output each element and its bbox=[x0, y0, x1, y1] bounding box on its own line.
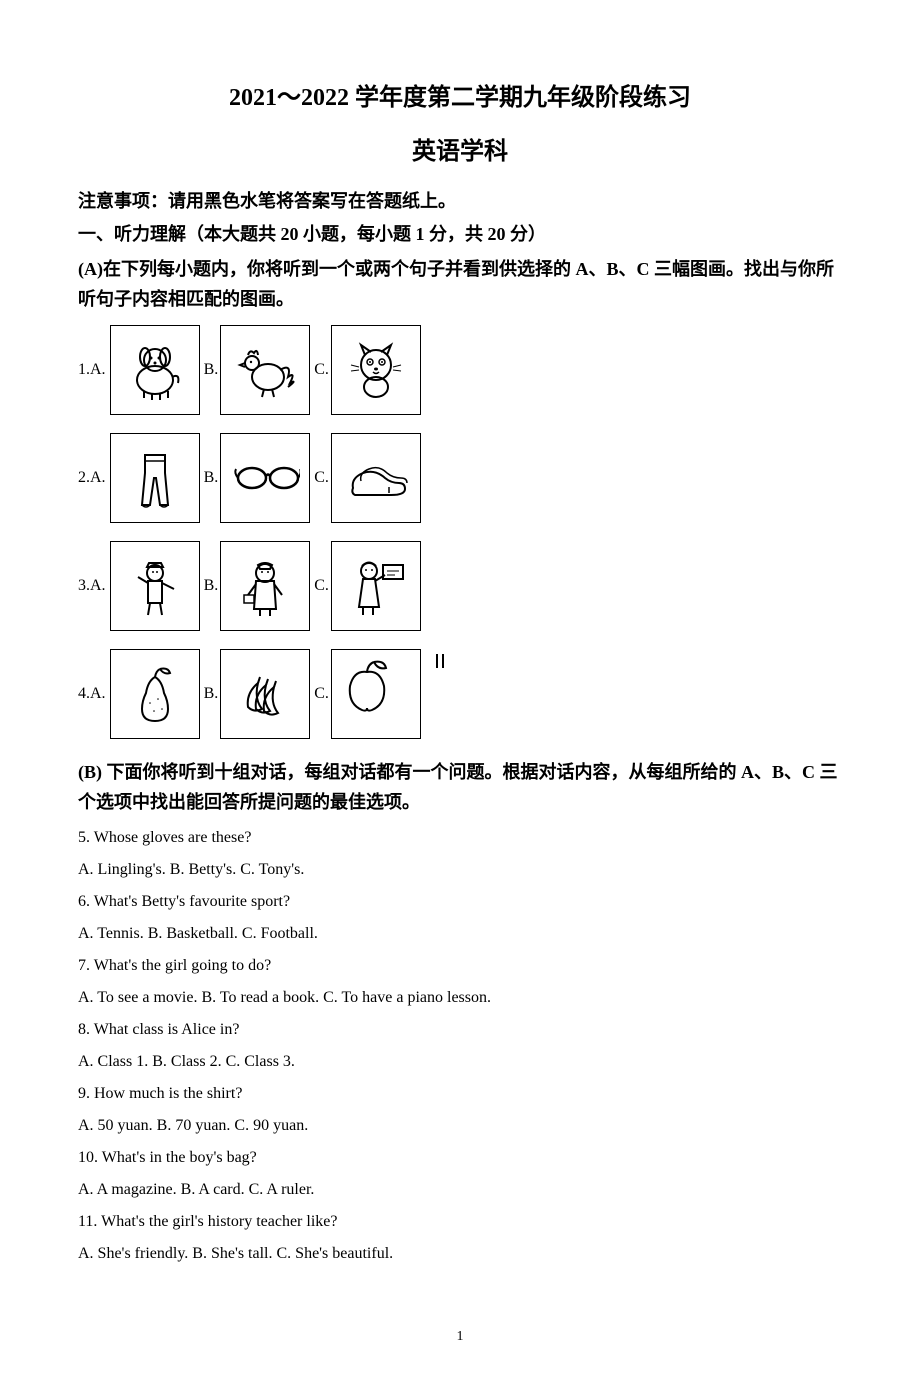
image-question-row: 2.A. B. C. bbox=[78, 433, 842, 523]
image-question-row: 4.A. B. C. bbox=[78, 649, 842, 739]
question-text: 5. Whose gloves are these? bbox=[78, 826, 842, 850]
answer-options: A. A magazine. B. A card. C. A ruler. bbox=[78, 1178, 842, 1202]
question-number: 1.A. bbox=[78, 358, 106, 382]
part-b-heading: (B) 下面你将听到十组对话，每组对话都有一个问题。根据对话内容，从每组所给的 … bbox=[78, 757, 842, 818]
option-label: B. bbox=[204, 358, 219, 382]
answer-options: A. She's friendly. B. She's tall. C. She… bbox=[78, 1242, 842, 1266]
option-label: B. bbox=[204, 682, 219, 706]
rooster-icon bbox=[220, 325, 310, 415]
glasses-icon bbox=[220, 433, 310, 523]
option-label: C. bbox=[314, 358, 329, 382]
option-label: C. bbox=[314, 466, 329, 490]
teacher-icon bbox=[331, 541, 421, 631]
page-subtitle: 英语学科 bbox=[78, 134, 842, 170]
option-label: C. bbox=[314, 682, 329, 706]
question-text: 7. What's the girl going to do? bbox=[78, 954, 842, 978]
question-number: 2.A. bbox=[78, 466, 106, 490]
question-text: 11. What's the girl's history teacher li… bbox=[78, 1210, 842, 1234]
nurse-icon bbox=[220, 541, 310, 631]
part-a-heading: (A)在下列每小题内，你将听到一个或两个句子并看到供选择的 A、B、C 三幅图画… bbox=[78, 254, 842, 315]
text-questions-container: 5. Whose gloves are these? A. Lingling's.… bbox=[78, 826, 842, 1266]
police-icon bbox=[110, 541, 200, 631]
option-label: B. bbox=[204, 466, 219, 490]
page-number: 1 bbox=[78, 1326, 842, 1347]
notice-text: 注意事项：请用黑色水笔将答案写在答题纸上。 bbox=[78, 188, 842, 215]
option-label: B. bbox=[204, 574, 219, 598]
shoes-icon bbox=[331, 433, 421, 523]
answer-options: A. To see a movie. B. To read a book. C.… bbox=[78, 986, 842, 1010]
section1-heading: 一、听力理解（本大题共 20 小题，每小题 1 分，共 20 分） bbox=[78, 219, 842, 250]
question-text: 8. What class is Alice in? bbox=[78, 1018, 842, 1042]
answer-options: A. 50 yuan. B. 70 yuan. C. 90 yuan. bbox=[78, 1114, 842, 1138]
banana-icon bbox=[220, 649, 310, 739]
pear-icon bbox=[110, 649, 200, 739]
dog-icon bbox=[110, 325, 200, 415]
image-question-row: 1.A. B. C. bbox=[78, 325, 842, 415]
apple-icon bbox=[331, 649, 421, 739]
pants-icon bbox=[110, 433, 200, 523]
image-question-row: 3.A. B. C. bbox=[78, 541, 842, 631]
option-label: C. bbox=[314, 574, 329, 598]
answer-options: A. Tennis. B. Basketball. C. Football. bbox=[78, 922, 842, 946]
question-text: 10. What's in the boy's bag? bbox=[78, 1146, 842, 1170]
cat-icon bbox=[331, 325, 421, 415]
image-questions-container: 1.A. B. C. 2.A. B. C. 3.A. B. C. 4.A. B. C. bbox=[78, 325, 842, 739]
answer-options: A. Lingling's. B. Betty's. C. Tony's. bbox=[78, 858, 842, 882]
question-number: 4.A. bbox=[78, 682, 106, 706]
page-title: 2021～2022 学年度第二学期九年级阶段练习 bbox=[78, 80, 842, 116]
question-text: 6. What's Betty's favourite sport? bbox=[78, 890, 842, 914]
answer-options: A. Class 1. B. Class 2. C. Class 3. bbox=[78, 1050, 842, 1074]
question-number: 3.A. bbox=[78, 574, 106, 598]
question-text: 9. How much is the shirt? bbox=[78, 1082, 842, 1106]
